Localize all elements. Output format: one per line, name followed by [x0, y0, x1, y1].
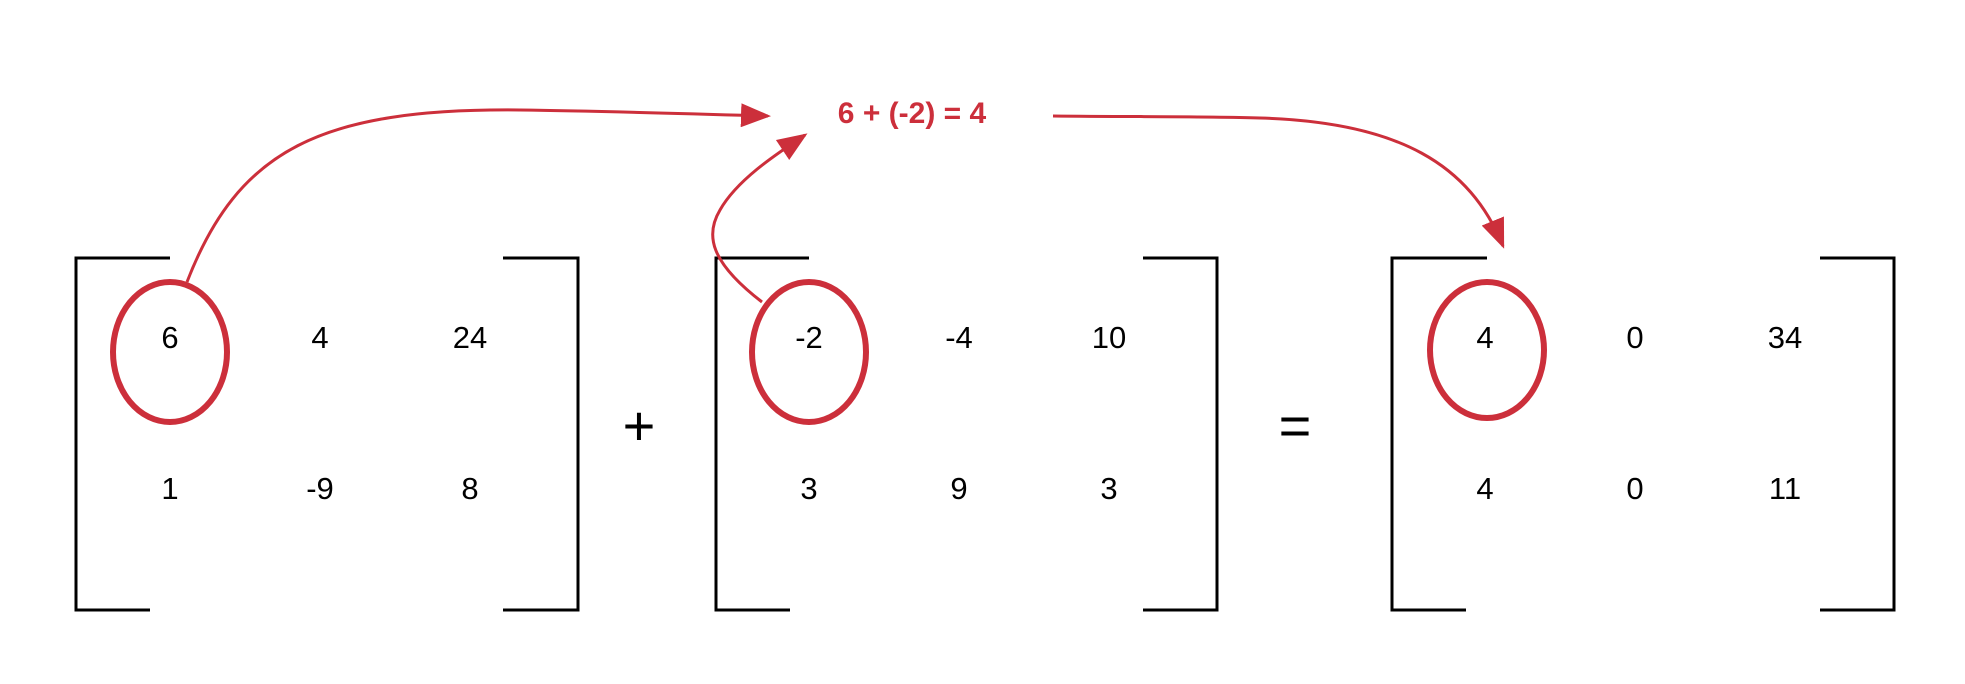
matrix-result-cell-r2c2: 0: [1626, 471, 1643, 506]
matrix-b-cell-r2c2: 9: [950, 471, 967, 506]
matrix-result-cell-r2c1: 4: [1476, 471, 1493, 506]
matrix-a-cell-r1c1: 6: [161, 320, 178, 355]
arrow-from-matrix-a-to-calculation: [185, 103, 771, 283]
matrix-b-cell-r1c3: 10: [1092, 320, 1126, 355]
matrix-a-right-bracket: [503, 256, 580, 612]
matrix-result-right-bracket: [1820, 256, 1896, 612]
matrix-b-cell-r2c1: 3: [800, 471, 817, 506]
matrix-b-cell-r2c3: 3: [1100, 471, 1117, 506]
matrix-b-cell-r1c1: -2: [795, 320, 823, 355]
matrix-result-highlight-ring: [1427, 279, 1547, 421]
matrix-result-left-bracket: [1390, 256, 1487, 612]
equals-operator: =: [1279, 394, 1312, 457]
matrix-a-cell-r2c2: -9: [306, 471, 334, 506]
matrix-b-cell-r1c2: -4: [945, 320, 973, 355]
plus-operator: +: [623, 394, 656, 457]
matrix-a-highlight-ring: [110, 279, 230, 425]
matrix-a-cell-r2c3: 8: [461, 471, 478, 506]
matrix-b: -2 -4 10 3 9 3: [714, 256, 1219, 612]
matrix-a-cell-r2c1: 1: [161, 471, 178, 506]
matrix-result-cell-r2c3: 11: [1769, 471, 1801, 506]
arrow-from-matrix-b-to-calculation: [711, 133, 808, 304]
matrix-b-highlight-ring: [749, 279, 869, 425]
matrix-b-right-bracket: [1143, 256, 1219, 612]
arrow-from-calculation-to-result: [1052, 114, 1505, 249]
matrix-result: 4 0 34 4 0 11: [1390, 256, 1896, 612]
calculation-label: 6 + (-2) = 4: [838, 97, 987, 130]
matrix-a-left-bracket: [74, 256, 170, 612]
matrix-result-cell-r1c1: 4: [1476, 320, 1493, 355]
matrix-a-cell-r1c3: 24: [453, 320, 487, 355]
matrix-a: 6 4 24 1 -9 8: [74, 256, 580, 612]
matrix-b-left-bracket: [714, 256, 809, 612]
matrix-a-cell-r1c2: 4: [311, 320, 328, 355]
matrix-result-cell-r1c2: 0: [1626, 320, 1643, 355]
matrix-result-cell-r1c3: 34: [1768, 320, 1802, 355]
